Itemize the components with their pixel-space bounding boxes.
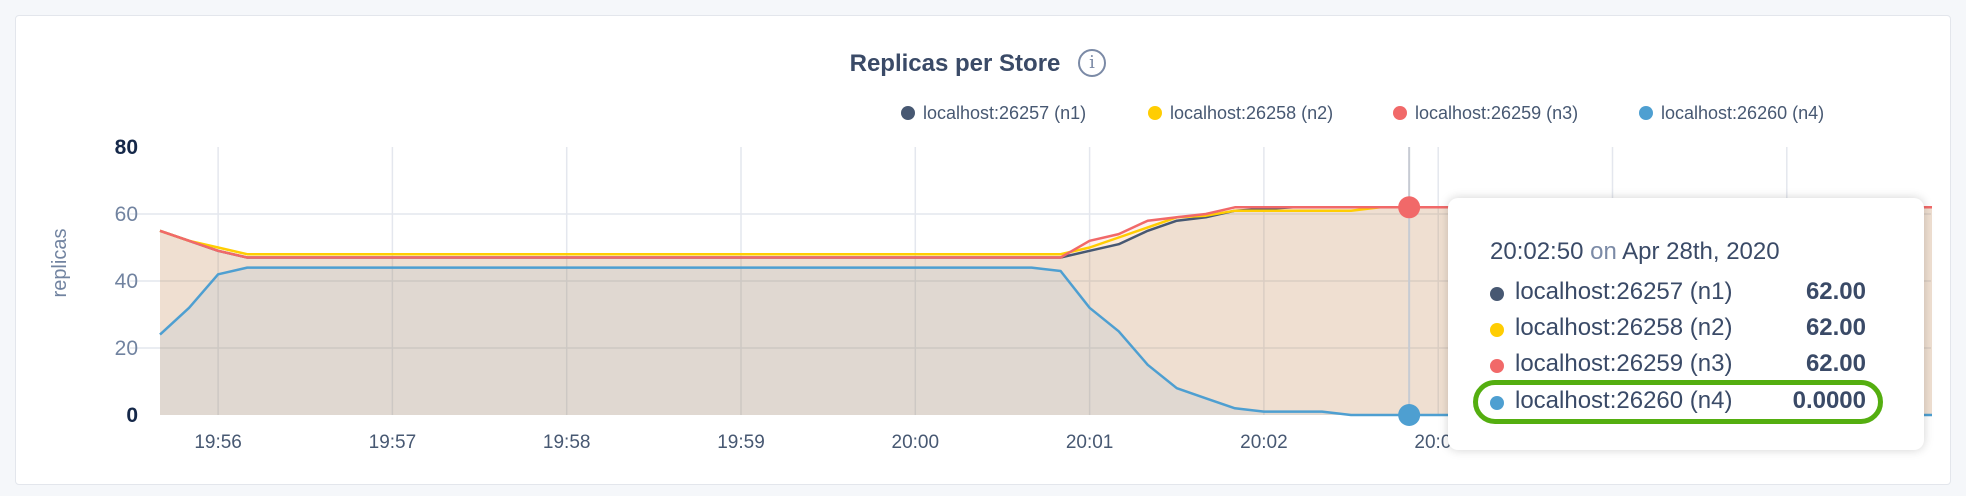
x-tick-label: 20:02	[1240, 432, 1288, 453]
y-tick-label: 60	[115, 203, 138, 226]
y-tick-label: 0	[126, 404, 138, 427]
y-tick-label: 40	[115, 270, 138, 293]
tooltip-row-value: 62.00	[1805, 314, 1866, 341]
x-tick-label: 20:01	[1066, 432, 1114, 453]
series-dot-icon	[1490, 287, 1504, 301]
tooltip-row-value: 62.00	[1805, 350, 1866, 377]
legend-item-n3[interactable]: localhost:26259 (n3)	[1393, 103, 1578, 124]
tooltip-time: 20:02:50	[1490, 238, 1584, 265]
info-icon[interactable]: i	[1078, 49, 1106, 77]
legend-dot-icon	[1148, 106, 1162, 120]
tooltip-row-label: localhost:26260 (n4)	[1515, 387, 1733, 414]
tooltip-row: localhost:26259 (n3) 62.00	[1490, 348, 1866, 382]
hover-point-n4	[1398, 404, 1421, 426]
legend-dot-icon	[901, 106, 915, 120]
x-tick-label: 19:56	[194, 432, 242, 453]
highlight-outline	[1473, 380, 1883, 424]
series-area-4	[160, 267, 1932, 415]
legend-label: localhost:26259 (n3)	[1415, 103, 1579, 123]
tooltip-row-label: localhost:26258 (n2)	[1515, 314, 1733, 341]
tooltip-row-label: localhost:26259 (n3)	[1515, 350, 1733, 377]
hover-point-n3	[1398, 196, 1421, 219]
legend-item-n4[interactable]: localhost:26260 (n4)	[1639, 103, 1824, 124]
y-axis-label: replicas	[49, 229, 71, 298]
series-dot-icon	[1490, 323, 1504, 337]
tooltip-date: Apr 28th, 2020	[1622, 238, 1780, 265]
x-tick-label: 20:00	[892, 432, 940, 453]
tooltip-row-label: localhost:26257 (n1)	[1515, 278, 1733, 305]
tooltip: 20:02:50 on Apr 28th, 2020 localhost:262…	[1448, 198, 1924, 450]
tooltip-row: localhost:26257 (n1) 62.00	[1490, 276, 1866, 310]
series-dot-icon	[1490, 359, 1504, 373]
legend-label: localhost:26260 (n4)	[1661, 103, 1825, 123]
legend-item-n2[interactable]: localhost:26258 (n2)	[1148, 103, 1333, 124]
y-tick-label: 20	[115, 337, 138, 360]
x-tick-label: 19:59	[717, 432, 765, 453]
x-tick-label: 19:58	[543, 432, 591, 453]
y-tick-label: 80	[115, 136, 138, 159]
legend-label: localhost:26257 (n1)	[923, 103, 1087, 123]
tooltip-on: on	[1590, 238, 1617, 265]
x-tick-label: 19:57	[369, 432, 417, 453]
legend-dot-icon	[1393, 106, 1407, 120]
legend-item-n1[interactable]: localhost:26257 (n1)	[901, 103, 1086, 124]
legend-label: localhost:26258 (n2)	[1170, 103, 1334, 123]
tooltip-row: localhost:26258 (n2) 62.00	[1490, 312, 1866, 346]
tooltip-timestamp: 20:02:50 on Apr 28th, 2020	[1490, 238, 1780, 266]
tooltip-row-value: 62.00	[1805, 278, 1866, 305]
tooltip-row: localhost:26260 (n4) 0.0000	[1490, 385, 1866, 419]
chart-title: Replicas per Store	[849, 50, 1061, 77]
tooltip-row-value: 0.0000	[1792, 387, 1866, 414]
legend-dot-icon	[1639, 106, 1653, 120]
